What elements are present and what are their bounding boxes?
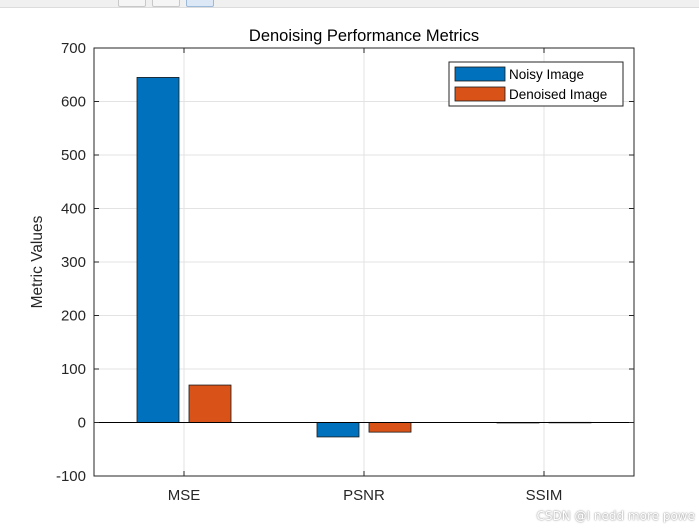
toolbar-button[interactable] <box>152 0 180 7</box>
bar-chart: -100 0 100 200 300 400 500 600 700 MSE PSNR SSIM De… <box>29 27 635 504</box>
x-tick-label: PSNR <box>343 487 385 504</box>
legend-swatch <box>454 86 506 102</box>
y-tick-label: 400 <box>61 201 86 218</box>
x-tick-label: MSE <box>168 487 201 504</box>
toolbar-button[interactable] <box>118 0 146 7</box>
bar-psnr-denoised-image <box>368 422 412 433</box>
watermark-text: CSDN @I nedd more powe <box>536 509 695 523</box>
y-tick-label: 200 <box>61 308 86 325</box>
legend-label: Noisy Image <box>509 67 584 82</box>
y-tick-label: 300 <box>61 254 86 271</box>
y-tick-label: 100 <box>61 361 86 378</box>
figure-toolbar <box>0 0 699 8</box>
legend-swatch <box>454 66 506 82</box>
legend[interactable]: Noisy Image Denoised Image <box>448 61 624 107</box>
legend-label: Denoised Image <box>509 87 607 102</box>
axis-ticks: -100 0 100 200 300 400 500 600 700 MSE PSNR SSIM <box>56 40 634 504</box>
bar-mse-noisy-image <box>136 77 180 423</box>
y-tick-label: 600 <box>61 94 86 111</box>
y-axis-title: Metric Values <box>29 215 46 308</box>
y-tick-label: 500 <box>61 147 86 164</box>
figure-canvas: -100 0 100 200 300 400 500 600 700 MSE PSNR SSIM De… <box>0 8 699 529</box>
bar-mse-denoised-image <box>188 384 232 423</box>
bar-psnr-noisy-image <box>316 422 360 438</box>
y-tick-label: 700 <box>61 40 86 57</box>
x-tick-label: SSIM <box>526 487 563 504</box>
chart-title: Denoising Performance Metrics <box>249 27 479 45</box>
toolbar-button-active[interactable] <box>186 0 214 7</box>
y-tick-label: -100 <box>56 468 86 485</box>
y-tick-label: 0 <box>78 415 86 432</box>
